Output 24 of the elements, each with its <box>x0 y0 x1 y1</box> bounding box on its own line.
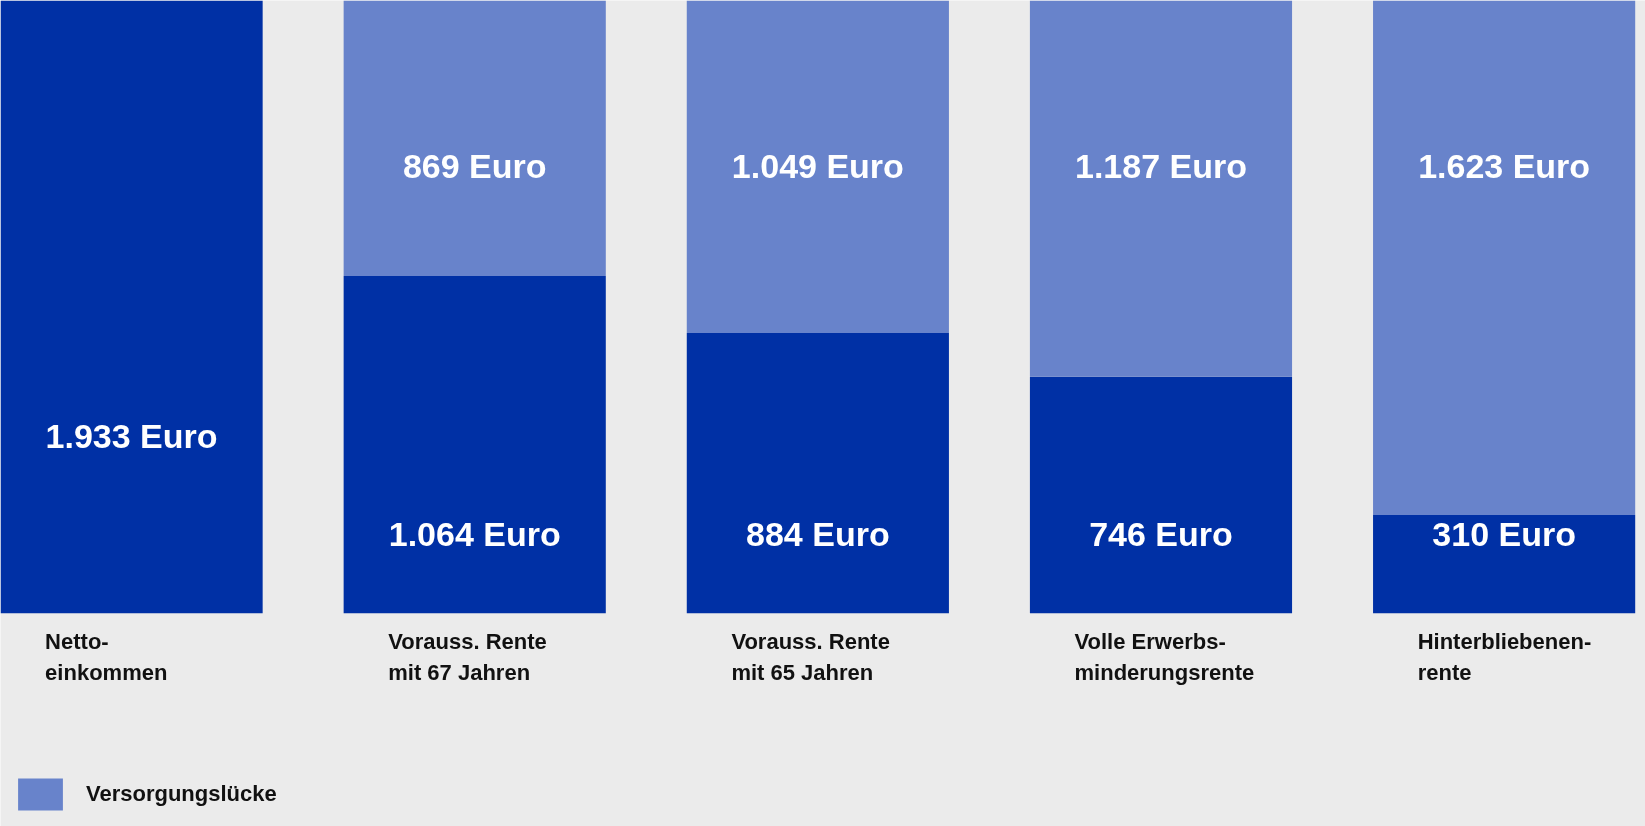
data-label: 884 Euro <box>746 514 890 553</box>
bar <box>1373 0 1636 515</box>
bar <box>686 0 949 334</box>
x-tick-label: Vorauss. Rente mit 65 Jahren <box>731 628 890 685</box>
data-label: 1.623 Euro <box>1418 146 1591 185</box>
bar <box>0 0 263 614</box>
bar <box>343 275 606 614</box>
data-label: 1.064 Euro <box>388 514 561 553</box>
data-label: 869 Euro <box>402 146 547 185</box>
x-tick-label: Vorauss. Rente mit 67 Jahren <box>388 628 547 685</box>
x-tick-label: Volle Erwerbs- minderungsrente <box>1074 628 1255 685</box>
data-label: 310 Euro <box>1432 514 1576 553</box>
bar <box>1373 514 1636 614</box>
legend-label: Versorgungslücke <box>86 781 277 807</box>
data-label: 746 Euro <box>1089 514 1233 553</box>
bar <box>686 333 949 614</box>
bar <box>1029 376 1293 614</box>
data-label: 1.049 Euro <box>731 146 904 185</box>
x-tick-label: Netto- einkommen <box>45 628 168 685</box>
x-tick-label: Hinterbliebenen- rente <box>1417 628 1592 685</box>
data-label: 1.933 Euro <box>45 416 218 455</box>
bar <box>1029 0 1293 377</box>
data-label: 1.187 Euro <box>1075 146 1247 185</box>
bar <box>343 0 606 276</box>
